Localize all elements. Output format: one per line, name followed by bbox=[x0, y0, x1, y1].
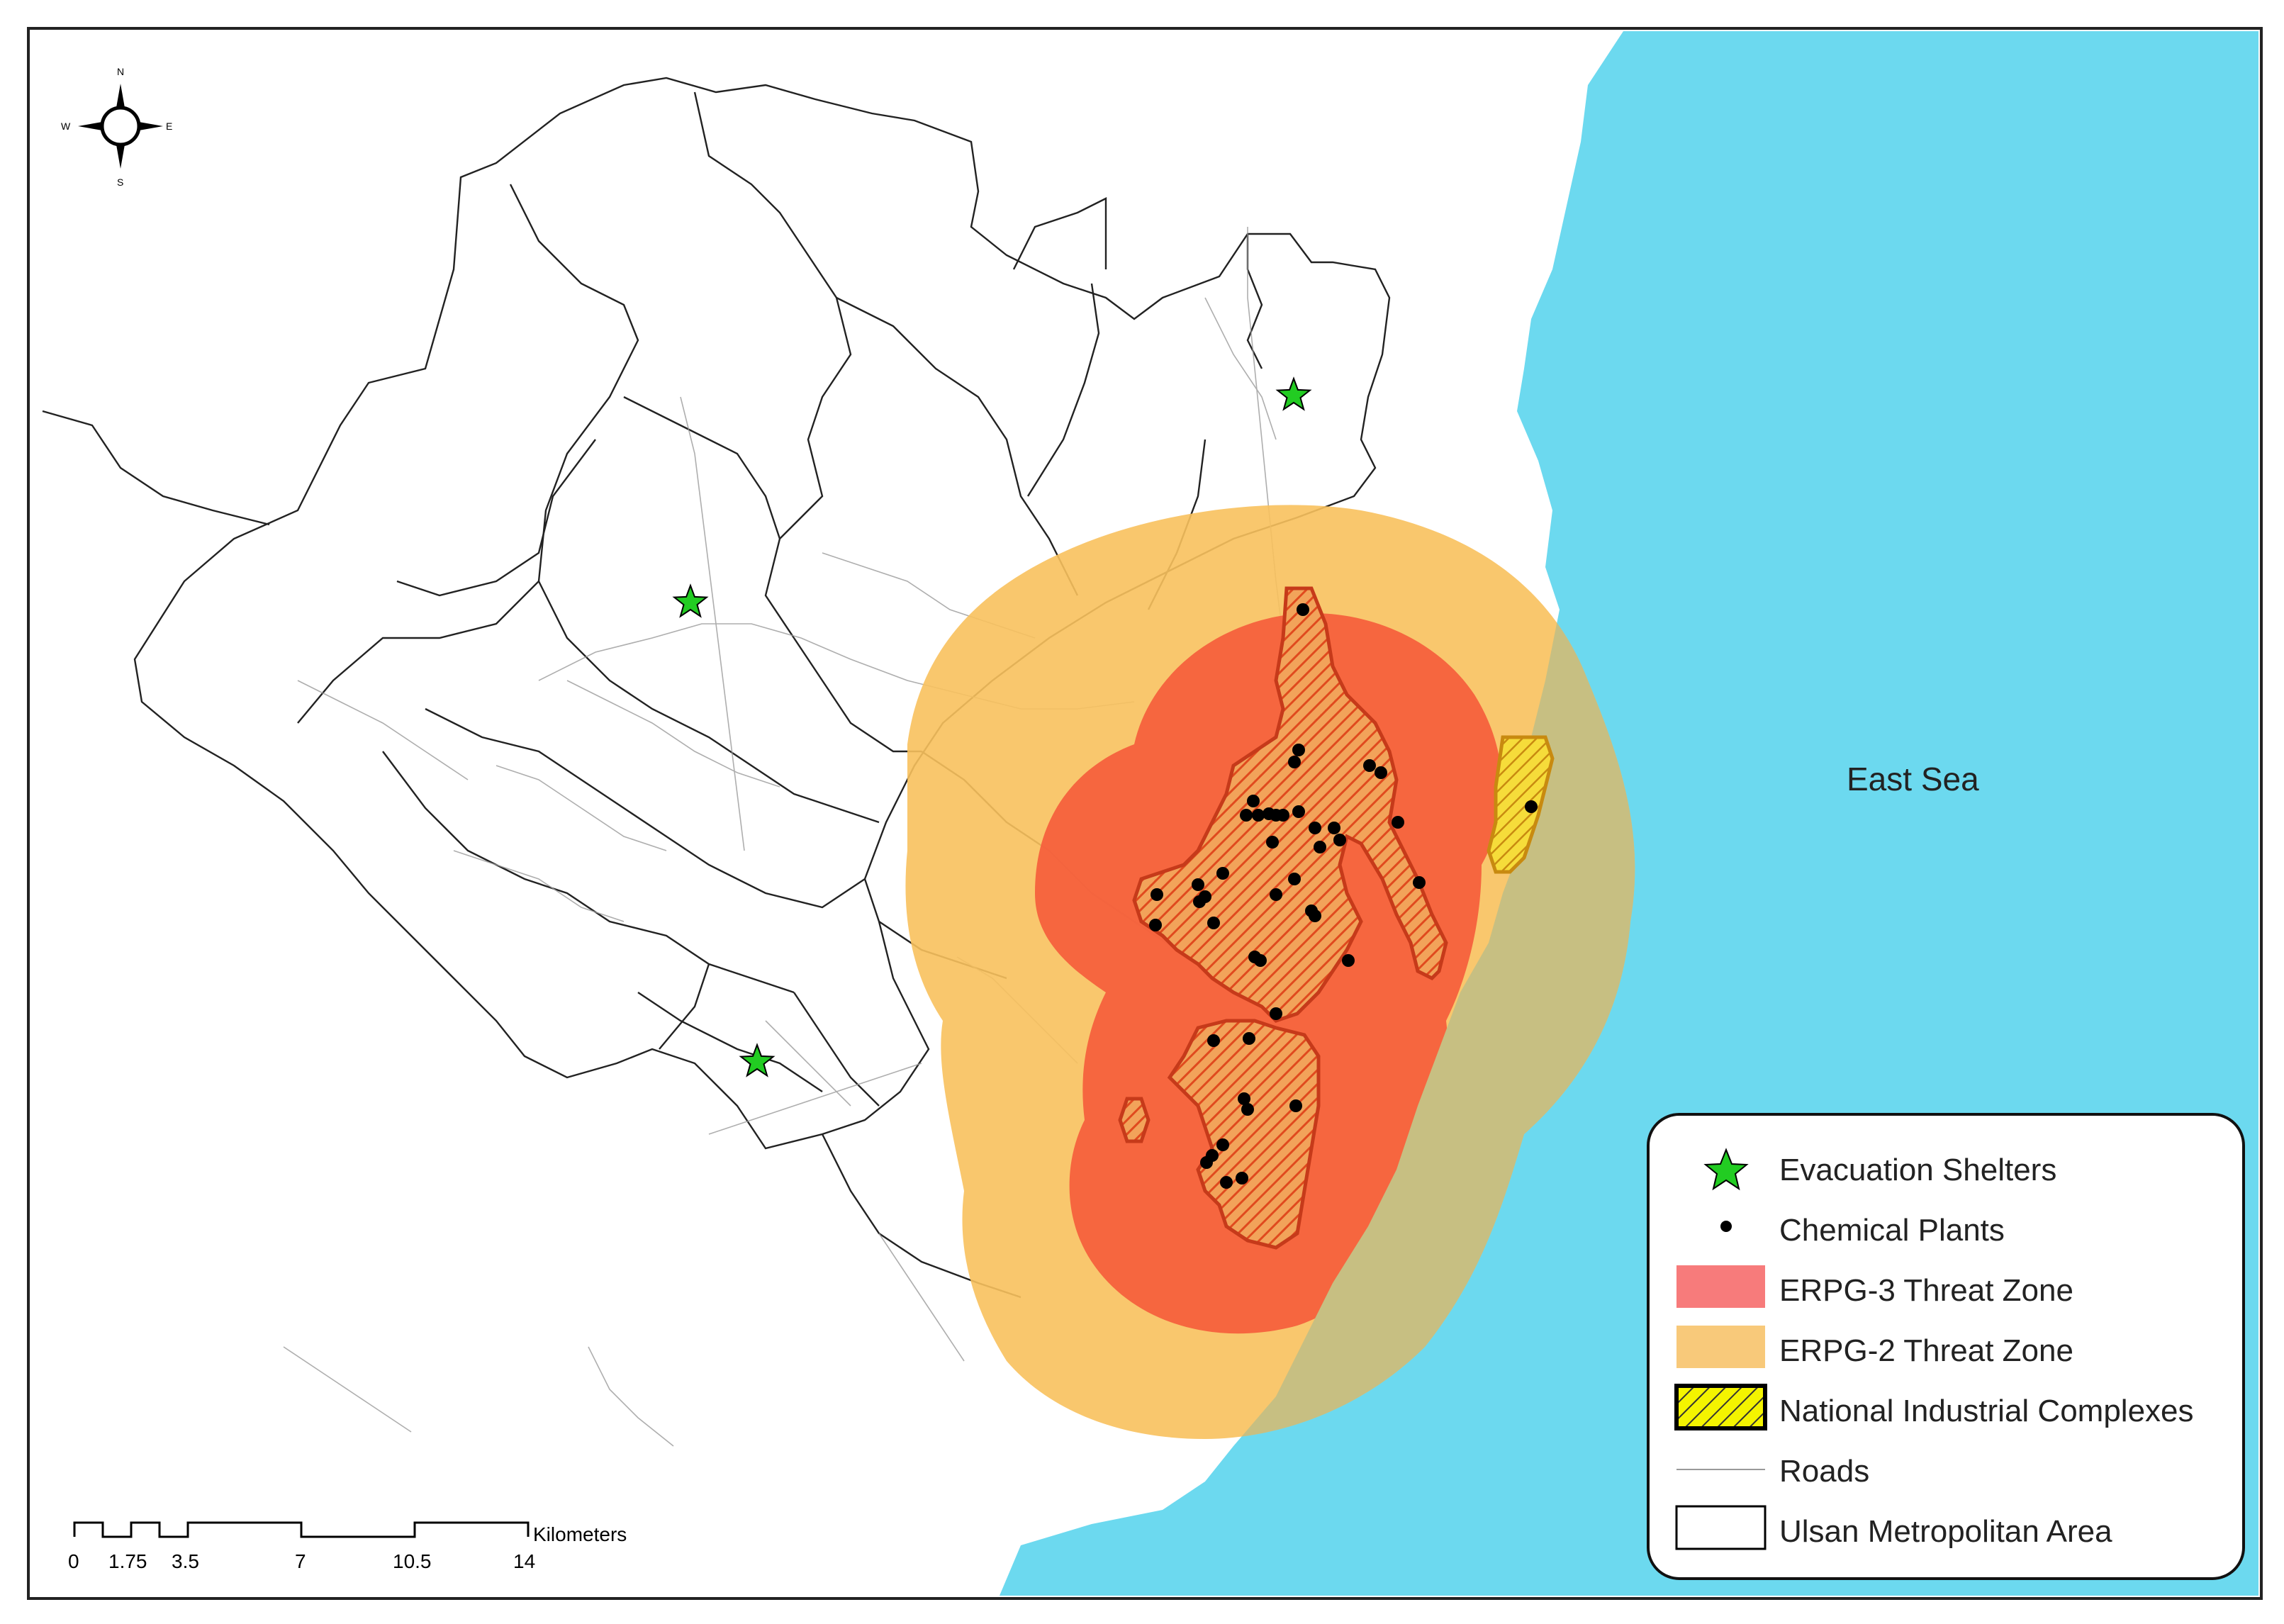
compass-n: N bbox=[117, 66, 124, 77]
dot-icon bbox=[1720, 1221, 1732, 1232]
chemical-plant-marker bbox=[1216, 1138, 1229, 1151]
scale-tick-2: 3.5 bbox=[172, 1550, 199, 1572]
scale-bar: 0 1.75 3.5 7 10.5 14 Kilometers bbox=[68, 1521, 627, 1572]
scale-tick-0: 0 bbox=[68, 1550, 79, 1572]
chemical-plant-marker bbox=[1342, 954, 1355, 967]
evacuation-shelter-star-icon bbox=[672, 583, 709, 618]
legend-label-erpg2: ERPG-2 Threat Zone bbox=[1779, 1333, 2073, 1368]
star-icon bbox=[1703, 1148, 1749, 1191]
chemical-plant-marker bbox=[1240, 809, 1253, 822]
chemical-plant-marker bbox=[1270, 1007, 1282, 1020]
chemical-plant-marker bbox=[1200, 1156, 1213, 1169]
scale-unit: Kilometers bbox=[533, 1523, 627, 1545]
boundary-swatch bbox=[1675, 1505, 1767, 1550]
scale-tick-1: 1.75 bbox=[108, 1550, 147, 1572]
chemical-plant-marker bbox=[1247, 795, 1260, 807]
chemical-plant-marker bbox=[1236, 1172, 1248, 1185]
hatch-swatch bbox=[1674, 1384, 1767, 1430]
chemical-plant-marker bbox=[1216, 867, 1229, 880]
legend-label-plants: Chemical Plants bbox=[1779, 1213, 2005, 1248]
scale-tick-4: 10.5 bbox=[393, 1550, 432, 1572]
chemical-plant-marker bbox=[1375, 766, 1387, 779]
chemical-plant-marker bbox=[1254, 954, 1267, 967]
evacuation-shelter-star-icon bbox=[1275, 376, 1312, 411]
national-industrial-complexes bbox=[1118, 586, 1555, 1250]
legend-box bbox=[1647, 1113, 2245, 1580]
chemical-plant-marker bbox=[1238, 1092, 1250, 1105]
chemical-plant-marker bbox=[1292, 805, 1305, 818]
chemical-plant-marker bbox=[1151, 888, 1163, 901]
legend-label-ulsan: Ulsan Metropolitan Area bbox=[1779, 1514, 2112, 1549]
chemical-plant-marker bbox=[1289, 1099, 1302, 1112]
chemical-plant-marker bbox=[1297, 603, 1309, 616]
legend: Evacuation Shelters Chemical Plants ERPG… bbox=[1647, 1113, 2245, 1580]
chemical-plant-marker bbox=[1392, 816, 1404, 829]
chemical-plant-marker bbox=[1192, 878, 1204, 891]
chemical-plant-marker bbox=[1252, 809, 1265, 822]
chemical-plant-marker bbox=[1266, 836, 1279, 849]
chemical-plant-marker bbox=[1333, 834, 1346, 846]
chemical-plant-marker bbox=[1309, 909, 1321, 922]
scale-tick-5: 14 bbox=[513, 1550, 535, 1572]
chemical-plant-marker bbox=[1277, 809, 1289, 822]
chemical-plant-marker bbox=[1525, 800, 1538, 813]
chemical-plant-marker bbox=[1241, 1103, 1254, 1116]
compass-icon: N S E W bbox=[61, 66, 172, 188]
evacuation-shelter-star-icon bbox=[739, 1043, 776, 1077]
chemical-plant-marker bbox=[1207, 1034, 1220, 1047]
chemical-plant-marker bbox=[1363, 759, 1376, 772]
evacuation-shelters bbox=[672, 376, 1312, 1077]
legend-label-shelters: Evacuation Shelters bbox=[1779, 1153, 2056, 1187]
legend-label-roads: Roads bbox=[1779, 1454, 1869, 1489]
chemical-plant-marker bbox=[1220, 1176, 1233, 1189]
sea-label: East Sea bbox=[1847, 761, 1979, 797]
erpg2-swatch bbox=[1676, 1326, 1765, 1368]
chemical-plant-marker bbox=[1309, 822, 1321, 834]
chemical-plant-marker bbox=[1270, 888, 1282, 901]
compass-e: E bbox=[166, 121, 172, 132]
chemical-plant-marker bbox=[1288, 873, 1301, 885]
chemical-plant-marker bbox=[1149, 919, 1162, 931]
legend-label-complexes: National Industrial Complexes bbox=[1779, 1394, 2194, 1428]
chemical-plant-marker bbox=[1243, 1032, 1255, 1045]
chemical-plant-marker bbox=[1328, 822, 1340, 834]
erpg3-swatch bbox=[1676, 1265, 1765, 1308]
scale-tick-3: 7 bbox=[295, 1550, 306, 1572]
chemical-plant-marker bbox=[1193, 895, 1206, 908]
chemical-plants bbox=[1149, 603, 1538, 1189]
legend-label-erpg3: ERPG-3 Threat Zone bbox=[1779, 1273, 2073, 1308]
chemical-plant-marker bbox=[1207, 917, 1220, 929]
compass-s: S bbox=[117, 177, 123, 188]
compass-w: W bbox=[61, 121, 71, 132]
chemical-plant-marker bbox=[1314, 841, 1326, 853]
chemical-plant-marker bbox=[1413, 876, 1426, 889]
chemical-plant-marker bbox=[1292, 744, 1305, 756]
chemical-plant-marker bbox=[1288, 756, 1301, 768]
